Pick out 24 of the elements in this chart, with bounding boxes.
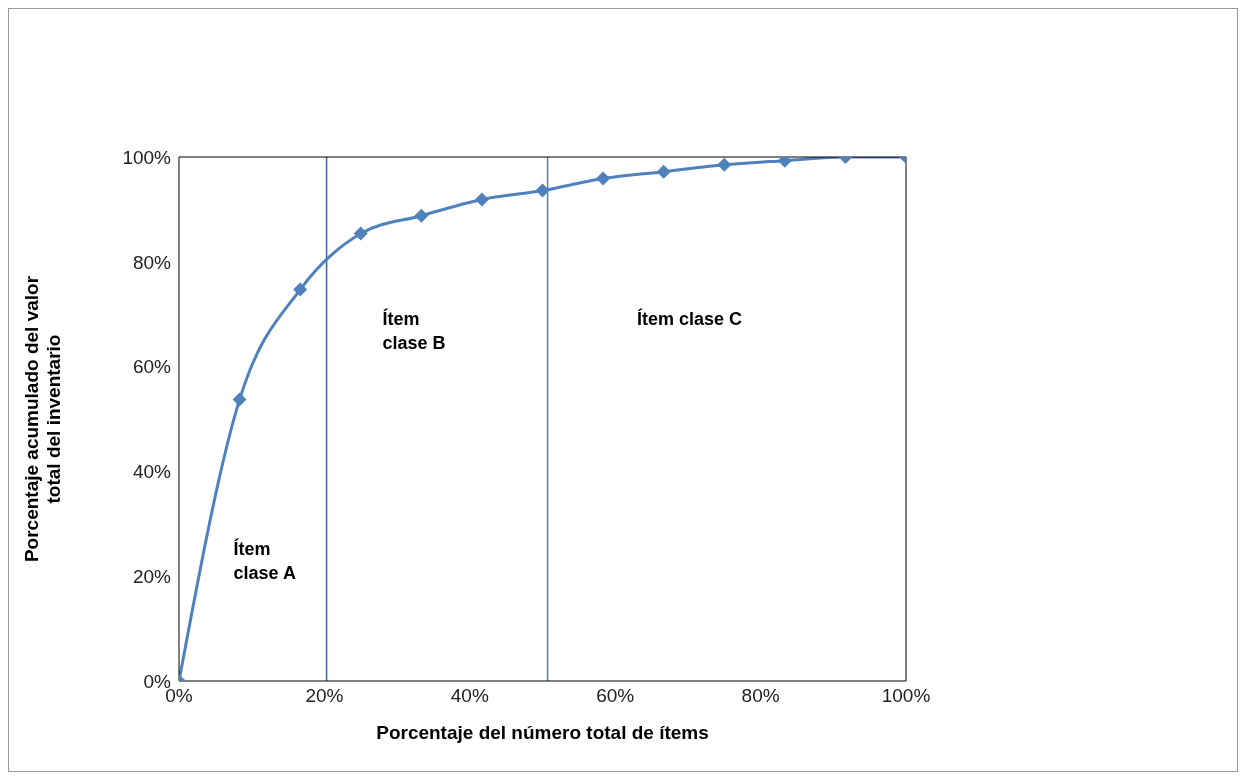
x-tick-label: 60% [596, 685, 635, 707]
point [414, 208, 429, 223]
point [596, 171, 611, 186]
point [474, 192, 489, 207]
annotation: Ítem clase C [637, 307, 743, 329]
point [717, 157, 732, 172]
x-axis-title: Porcentaje del número total de ítems [376, 722, 709, 743]
y-axis-title: Porcentaje acumulado del valor total del inventario [21, 275, 64, 563]
x-tick-label: 20% [305, 685, 344, 707]
y-tick-label: 60% [132, 356, 172, 378]
annotation: Ítem clase A [233, 538, 296, 584]
annotation: Ítem clase B [382, 307, 446, 353]
point [353, 226, 368, 241]
x-tick-label: 80% [741, 685, 780, 707]
point [232, 392, 247, 407]
y-tick-label: 80% [132, 251, 172, 273]
y-tick-label: 40% [132, 461, 172, 483]
x-tick-label: 40% [450, 685, 489, 707]
y-tick-label: 20% [132, 565, 172, 587]
point [293, 282, 308, 297]
y-tick-label: 100% [122, 146, 172, 168]
x-tick-label: 100% [881, 685, 931, 707]
point [535, 183, 550, 198]
point [656, 164, 671, 179]
